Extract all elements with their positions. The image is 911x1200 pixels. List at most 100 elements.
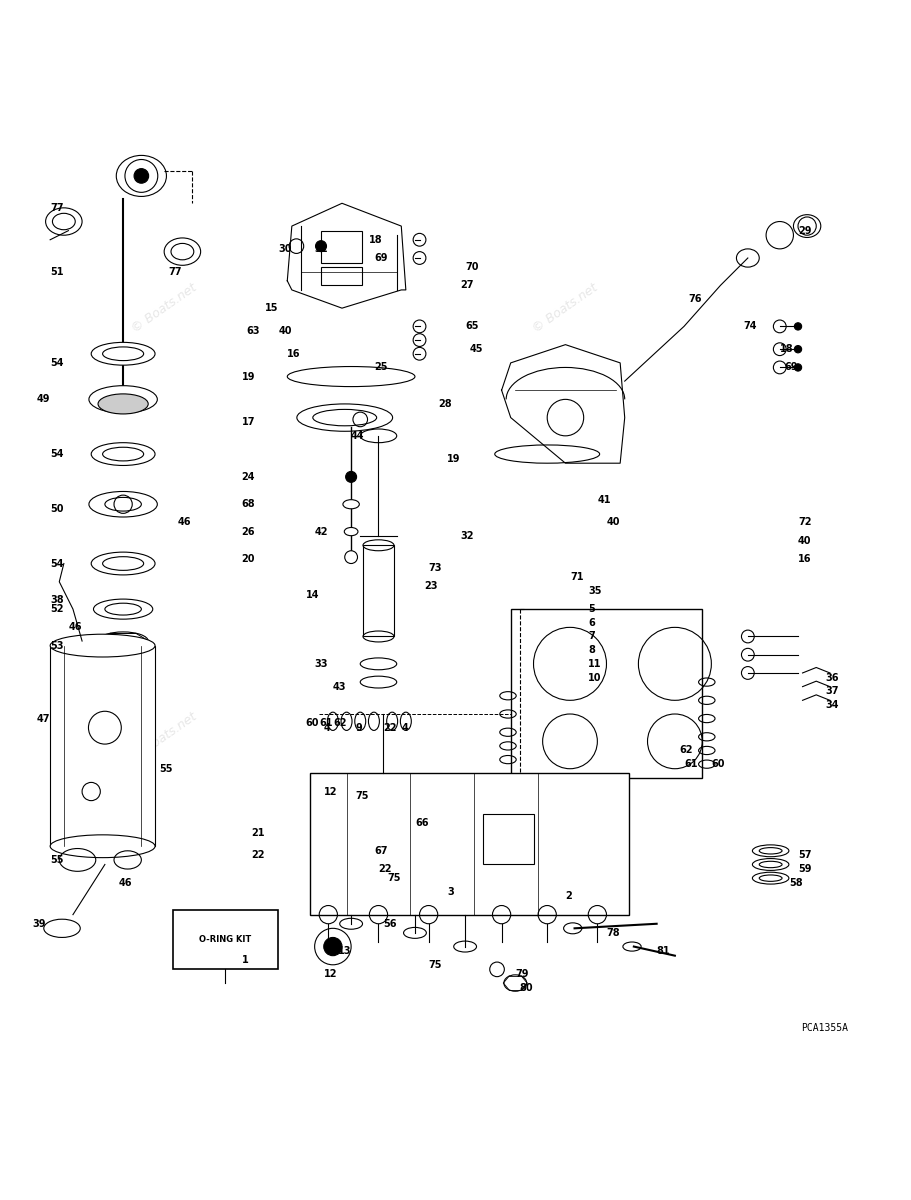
Text: 7: 7	[588, 631, 594, 642]
Text: 54: 54	[50, 558, 64, 569]
Text: O-RING KIT: O-RING KIT	[199, 935, 251, 943]
Text: 37: 37	[824, 686, 838, 696]
Ellipse shape	[50, 634, 155, 658]
Text: 69: 69	[374, 253, 387, 263]
Ellipse shape	[89, 492, 157, 517]
Text: 32: 32	[460, 532, 474, 541]
Text: 46: 46	[68, 623, 82, 632]
Text: 53: 53	[50, 641, 64, 650]
Ellipse shape	[116, 156, 166, 197]
Text: 5: 5	[588, 604, 594, 614]
Text: 45: 45	[469, 344, 483, 354]
Text: 66: 66	[415, 818, 428, 828]
Text: PCA1355A: PCA1355A	[800, 1024, 847, 1033]
FancyBboxPatch shape	[363, 545, 394, 636]
Text: 13: 13	[337, 946, 351, 956]
Circle shape	[134, 169, 148, 184]
Text: 41: 41	[597, 494, 610, 505]
Text: 43: 43	[333, 682, 346, 691]
Text: 74: 74	[742, 322, 756, 331]
Text: 67: 67	[374, 846, 387, 856]
Text: 21: 21	[251, 828, 264, 838]
Ellipse shape	[89, 385, 157, 413]
FancyBboxPatch shape	[310, 773, 629, 914]
Text: 9: 9	[355, 722, 362, 733]
Ellipse shape	[97, 394, 148, 414]
Text: 28: 28	[437, 398, 451, 409]
Circle shape	[323, 937, 342, 955]
Text: 62: 62	[679, 745, 692, 756]
Text: 39: 39	[32, 919, 46, 929]
Text: 58: 58	[788, 877, 802, 888]
Text: © Boats.net: © Boats.net	[530, 709, 599, 764]
Text: 46: 46	[118, 877, 132, 888]
Text: 17: 17	[241, 418, 255, 427]
Text: 29: 29	[797, 226, 811, 235]
Circle shape	[344, 551, 357, 564]
Circle shape	[315, 241, 326, 252]
Text: 55: 55	[159, 763, 173, 774]
Text: 63: 63	[246, 326, 260, 336]
Ellipse shape	[344, 528, 357, 535]
Text: 19: 19	[446, 454, 460, 463]
Text: 23: 23	[424, 581, 437, 592]
Text: 68: 68	[241, 499, 255, 509]
Text: 78: 78	[606, 928, 619, 938]
Text: 50: 50	[50, 504, 64, 514]
Text: 2: 2	[565, 892, 571, 901]
Polygon shape	[501, 344, 624, 463]
Text: 25: 25	[374, 362, 387, 372]
Text: 24: 24	[241, 472, 255, 482]
Ellipse shape	[105, 497, 141, 511]
Text: 40: 40	[797, 535, 811, 546]
Text: 6: 6	[588, 618, 594, 628]
Text: 75: 75	[387, 874, 401, 883]
Text: 36: 36	[824, 672, 838, 683]
Text: 72: 72	[797, 517, 811, 528]
Polygon shape	[287, 203, 405, 308]
Text: 35: 35	[588, 586, 601, 596]
Text: 40: 40	[278, 326, 292, 336]
Text: 16: 16	[287, 349, 301, 359]
Text: 65: 65	[465, 322, 478, 331]
Text: 26: 26	[241, 527, 255, 536]
Text: 59: 59	[797, 864, 811, 874]
Text: 38: 38	[50, 595, 64, 605]
Text: 79: 79	[515, 968, 528, 979]
Text: 70: 70	[465, 262, 478, 272]
Text: 31: 31	[314, 244, 328, 254]
Ellipse shape	[91, 552, 155, 575]
Ellipse shape	[91, 443, 155, 466]
Text: 11: 11	[588, 659, 601, 668]
Text: 4: 4	[323, 722, 330, 733]
Text: 14: 14	[305, 590, 319, 600]
Text: 44: 44	[351, 431, 364, 440]
Text: 34: 34	[824, 700, 838, 710]
Text: 77: 77	[50, 203, 64, 212]
FancyBboxPatch shape	[173, 910, 278, 970]
Text: 12: 12	[323, 968, 337, 979]
Text: 52: 52	[50, 604, 64, 614]
Text: © Boats.net: © Boats.net	[129, 281, 199, 335]
Text: 76: 76	[688, 294, 701, 304]
Circle shape	[793, 346, 801, 353]
Ellipse shape	[91, 342, 155, 365]
Text: 15: 15	[264, 304, 278, 313]
Text: 62: 62	[333, 718, 346, 728]
Text: 3: 3	[446, 887, 453, 896]
Text: 40: 40	[606, 517, 619, 528]
Text: 61: 61	[319, 718, 333, 728]
Text: 81: 81	[656, 946, 670, 956]
Text: 33: 33	[314, 659, 328, 668]
Ellipse shape	[50, 835, 155, 858]
Text: 75: 75	[428, 960, 442, 970]
Text: 60: 60	[711, 760, 724, 769]
Text: 73: 73	[428, 563, 442, 574]
FancyBboxPatch shape	[50, 646, 155, 846]
Circle shape	[793, 364, 801, 371]
Text: 18: 18	[369, 235, 383, 245]
Text: 20: 20	[241, 554, 255, 564]
Text: 30: 30	[278, 244, 292, 254]
Text: 22: 22	[378, 864, 392, 874]
Text: 54: 54	[50, 358, 64, 368]
